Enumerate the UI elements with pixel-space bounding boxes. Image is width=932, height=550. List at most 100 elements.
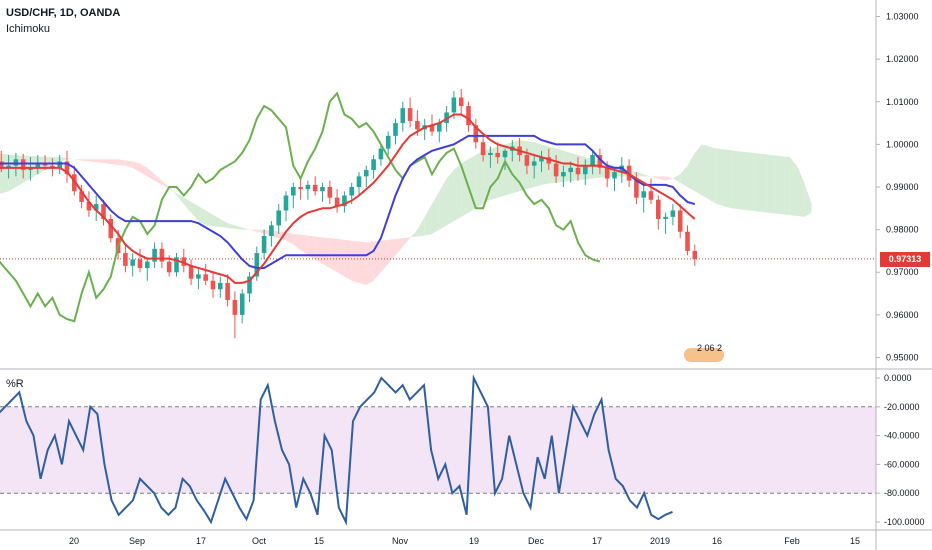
candle-body bbox=[20, 159, 26, 170]
candle-body bbox=[50, 165, 55, 168]
cloud-segment bbox=[716, 148, 724, 207]
cloud-segment bbox=[373, 240, 381, 281]
candle-body bbox=[334, 197, 340, 207]
cloud-segment bbox=[67, 158, 75, 160]
cloud-segment bbox=[88, 159, 97, 163]
candle-body bbox=[239, 293, 245, 315]
cloud-segment bbox=[738, 151, 746, 211]
candle-body bbox=[495, 152, 500, 158]
cloud-segment bbox=[680, 165, 688, 187]
candle-body bbox=[86, 201, 92, 211]
price-tick-label: 1.02000 bbox=[886, 54, 919, 64]
cloud-segment bbox=[563, 150, 571, 182]
cloud-segment bbox=[534, 142, 542, 187]
candle-body bbox=[42, 163, 48, 166]
candle-body bbox=[320, 187, 325, 192]
candle-body bbox=[145, 261, 150, 268]
cloud-segment bbox=[125, 160, 133, 168]
candle-body bbox=[648, 191, 654, 200]
cloud-segment bbox=[636, 172, 644, 177]
cloud-segment bbox=[731, 150, 739, 210]
cloud-segment bbox=[424, 204, 432, 236]
cloud-segment bbox=[220, 218, 228, 228]
candle-body bbox=[166, 261, 172, 273]
candle-body bbox=[13, 159, 19, 166]
candle-body bbox=[276, 210, 281, 226]
cloud-segment bbox=[147, 167, 155, 181]
candle-body bbox=[641, 191, 646, 198]
price-tick-label: 1.03000 bbox=[886, 12, 919, 22]
candle-body bbox=[466, 106, 471, 126]
candles bbox=[0, 88, 698, 339]
candle-body bbox=[539, 157, 544, 162]
cloud-segment bbox=[1, 153, 9, 194]
cloud-segment bbox=[154, 174, 162, 185]
candle-body bbox=[473, 125, 479, 143]
cloud-segment bbox=[110, 159, 119, 165]
cloud-segment bbox=[672, 174, 681, 183]
cloud-segment bbox=[322, 237, 330, 268]
cloud-segment bbox=[665, 176, 673, 181]
cloud-segment bbox=[74, 159, 82, 161]
cloud-segment bbox=[702, 144, 710, 200]
cloud-segment bbox=[687, 152, 695, 192]
candle-body bbox=[312, 184, 318, 192]
candle-body bbox=[196, 274, 201, 279]
candle-body bbox=[101, 204, 106, 219]
candle-body bbox=[458, 97, 464, 107]
cloud-segment bbox=[359, 241, 367, 286]
cloud-segment bbox=[140, 163, 148, 177]
last-price-tag: 0.97313 bbox=[880, 252, 930, 267]
cloud-segment bbox=[366, 241, 374, 286]
candle-body bbox=[174, 257, 179, 273]
cloud-segment bbox=[789, 157, 797, 216]
cloud-segment bbox=[96, 159, 104, 164]
chikou-span-line bbox=[0, 91, 601, 323]
candle-body bbox=[634, 180, 639, 198]
time-tick-label: 17 bbox=[196, 536, 206, 546]
cloud-segment bbox=[446, 169, 454, 226]
candle-body bbox=[72, 174, 77, 192]
cloud-segment bbox=[118, 159, 126, 166]
time-tick-label: 17 bbox=[592, 536, 602, 546]
osc-tick-label: -100.0000 bbox=[884, 517, 925, 527]
cloud-segment bbox=[782, 156, 790, 216]
cloud-segment bbox=[745, 152, 754, 211]
candle-body bbox=[0, 161, 4, 168]
cloud-segment bbox=[651, 176, 659, 179]
candle-body bbox=[232, 299, 238, 315]
osc-tick-label: 0.0000 bbox=[884, 373, 912, 383]
cloud-segment bbox=[37, 156, 46, 175]
candle-body bbox=[159, 248, 165, 262]
candle-body bbox=[269, 225, 274, 237]
cloud-segment bbox=[643, 174, 651, 177]
news-badge[interactable]: 2 06 2 bbox=[684, 343, 726, 365]
cloud-segment bbox=[307, 235, 316, 260]
cloud-segment bbox=[286, 232, 294, 245]
candle-body bbox=[488, 152, 493, 156]
candle-body bbox=[583, 165, 588, 175]
time-tick-label: 15 bbox=[850, 536, 860, 546]
ichimoku-cloud bbox=[0, 140, 812, 286]
candle-body bbox=[437, 123, 442, 132]
cloud-segment bbox=[439, 178, 447, 230]
cloud-segment bbox=[132, 161, 140, 173]
price-tick-label: 0.96000 bbox=[886, 310, 919, 320]
cloud-segment bbox=[59, 157, 67, 162]
candle-body bbox=[670, 210, 676, 217]
candle-body bbox=[261, 236, 267, 254]
cloud-segment bbox=[760, 153, 768, 213]
candle-body bbox=[561, 172, 566, 177]
cloud-segment bbox=[103, 159, 111, 164]
symbol-title: USD/CHF, 1D, OANDA bbox=[6, 7, 121, 19]
cloud-segment bbox=[315, 236, 323, 264]
candle-body bbox=[531, 161, 537, 166]
candle-body bbox=[597, 155, 603, 168]
cloud-segment bbox=[475, 150, 484, 209]
candle-body bbox=[6, 165, 11, 168]
indicator-label: Ichimoku bbox=[6, 23, 51, 35]
candle-body bbox=[108, 218, 114, 239]
cloud-segment bbox=[797, 165, 805, 217]
candle-body bbox=[298, 187, 303, 190]
